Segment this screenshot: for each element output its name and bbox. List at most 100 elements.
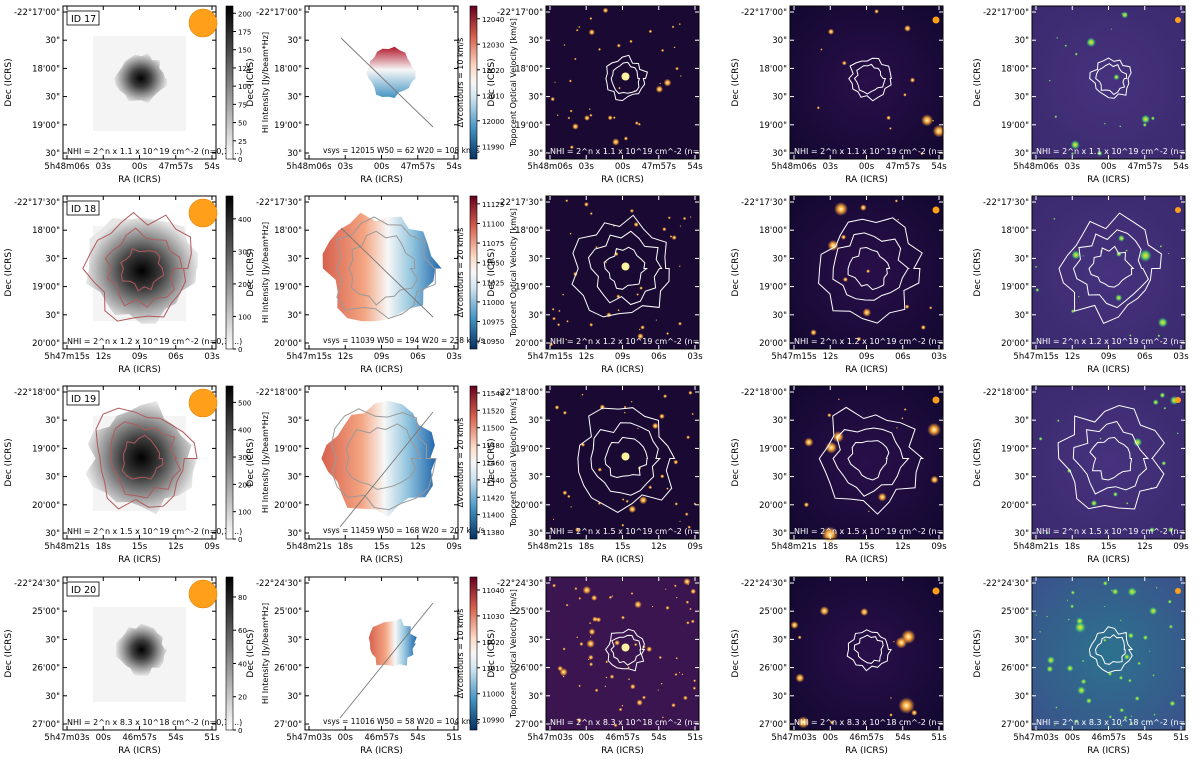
ra-tick-label: 03s xyxy=(823,162,839,172)
source-blob xyxy=(568,117,571,120)
cbar-tick-label: 11030 xyxy=(482,613,504,621)
dec-tick-label: 30" xyxy=(287,149,302,159)
source-blob xyxy=(1141,115,1150,124)
source-blob xyxy=(574,587,577,590)
source-blob xyxy=(843,277,848,282)
source-blob xyxy=(1071,590,1075,594)
ra-axis-label: RA (ICRS) xyxy=(601,555,644,565)
source-blob xyxy=(554,81,556,83)
source-blob xyxy=(896,637,908,649)
dec-axis-label: Dec (ICRS) xyxy=(487,438,497,486)
panel-infrared: NHI = 2^n x 1.2 x 10^19 cm^-2 (n=0,1,...… xyxy=(731,196,969,375)
source-blob xyxy=(563,648,566,651)
ra-tick-label: 06s xyxy=(1137,352,1153,362)
source-blob xyxy=(1055,706,1057,708)
ra-tick-label: 5h47m03s xyxy=(527,733,573,743)
source-blob xyxy=(1121,13,1123,15)
panel-background xyxy=(790,577,943,730)
dec-tick-label: -22°24'30" xyxy=(256,579,302,589)
source-blob xyxy=(671,703,675,707)
dec-tick-label: 30" xyxy=(528,149,543,159)
source-blob xyxy=(860,204,867,211)
dec-tick-label: 30" xyxy=(1014,311,1029,321)
dv-contours-label: ΔVcontours = 10 km/s xyxy=(456,38,465,128)
source-blob xyxy=(931,476,939,484)
panel-hi-intensity: ID 20NHI = 2^n x 8.3 x 10^18 cm^-2 (n=0,… xyxy=(4,577,270,756)
dec-axis-label: Dec (ICRS) xyxy=(487,58,497,106)
dec-axis-label: Dec (ICRS) xyxy=(487,629,497,677)
dec-tick-label: 30" xyxy=(528,635,543,645)
dec-tick-label: 30" xyxy=(528,473,543,483)
dec-tick-label: 30" xyxy=(528,311,543,321)
ra-tick-label: 51s xyxy=(204,733,220,743)
source-blob xyxy=(629,40,632,43)
ra-tick-label: 5h48m21s xyxy=(1013,542,1059,552)
dec-tick-label: 25'00" xyxy=(32,607,60,617)
dec-tick-label: 20'00" xyxy=(759,501,787,511)
dec-axis-label: Dec (ICRS) xyxy=(973,58,983,106)
source-blob xyxy=(1104,606,1106,608)
source-blob xyxy=(1082,255,1084,257)
source-blob xyxy=(564,44,566,46)
dec-tick-label: 19'00" xyxy=(515,283,543,293)
source-blob xyxy=(810,329,816,335)
source-blob xyxy=(563,676,565,678)
cbar-tick-label: 400 xyxy=(238,216,251,224)
dec-tick-label: -22°17'30" xyxy=(256,198,302,208)
source-blob xyxy=(690,589,696,595)
source-blob xyxy=(866,269,870,273)
ra-tick-label: 09s xyxy=(859,352,875,362)
source-blob xyxy=(682,673,684,675)
panel-background xyxy=(546,577,699,730)
ra-tick-label: 5h47m15s xyxy=(771,352,817,362)
source-blob xyxy=(1039,437,1043,441)
dec-tick-label: 30" xyxy=(772,149,787,159)
dec-tick-label: 30" xyxy=(287,416,302,426)
source-blob xyxy=(842,61,847,66)
dec-axis-label: Dec (ICRS) xyxy=(731,629,741,677)
source-blob xyxy=(1120,619,1122,621)
figure-canvas: ID 17NHI = 2^n x 1.1 x 10^19 cm^-2 (n=0,… xyxy=(0,0,1200,759)
ra-tick-label: 03s xyxy=(446,352,462,362)
source-blob xyxy=(686,435,690,439)
cbar-tick-label: 11990 xyxy=(482,143,504,151)
nhi-label: NHI = 2^n x 1.2 x 10^19 cm^-2 (n=0,1,...… xyxy=(1036,337,1200,346)
nhi-label: NHI = 2^n x 1.1 x 10^19 cm^-2 (n=0,1,...… xyxy=(794,147,969,156)
source-blob xyxy=(689,608,691,610)
ra-tick-label: 54s xyxy=(168,733,184,743)
dec-axis-label: Dec (ICRS) xyxy=(731,58,741,106)
source-blob xyxy=(1151,116,1155,120)
dec-tick-label: 30" xyxy=(1014,149,1029,159)
source-blob xyxy=(589,29,595,35)
source-blob xyxy=(1053,218,1055,220)
source-blob xyxy=(1035,288,1039,292)
source-blob xyxy=(1091,500,1098,507)
cbar-tick-label: 10975 xyxy=(482,319,504,327)
panel-velocity-field: vsys = 11016 W50 = 58 W20 = 104 km/s-22°… xyxy=(246,577,518,756)
source-blob xyxy=(598,468,602,472)
intensity-colorbar xyxy=(226,577,233,730)
ra-tick-label: 54s xyxy=(204,162,220,172)
source-blob xyxy=(1035,266,1037,268)
ra-tick-label: 54s xyxy=(895,733,911,743)
dec-axis-label: Dec (ICRS) xyxy=(731,438,741,486)
ra-tick-label: 46m57s xyxy=(605,733,640,743)
beam-ellipse xyxy=(1175,397,1181,403)
source-blob xyxy=(613,116,616,119)
ra-tick-label: 5h48m21s xyxy=(527,542,573,552)
source-blob xyxy=(639,329,641,331)
dec-axis-label: Dec (ICRS) xyxy=(973,629,983,677)
nhi-label: NHI = 2^n x 1.5 x 10^19 cm^-2 (n=0,1,...… xyxy=(1036,527,1200,536)
beam-ellipse xyxy=(189,389,217,417)
cbar-tick-label: 10950 xyxy=(482,338,504,346)
source-blob xyxy=(878,493,887,502)
source-blob xyxy=(661,683,663,685)
source-blob xyxy=(1049,80,1051,82)
panel-background xyxy=(790,6,943,159)
source-blob xyxy=(673,460,678,465)
source-blob xyxy=(617,309,619,311)
dec-tick-label: 30" xyxy=(528,93,543,103)
dec-tick-label: 30" xyxy=(528,416,543,426)
source-blob xyxy=(578,597,581,600)
source-blob xyxy=(1111,28,1113,30)
